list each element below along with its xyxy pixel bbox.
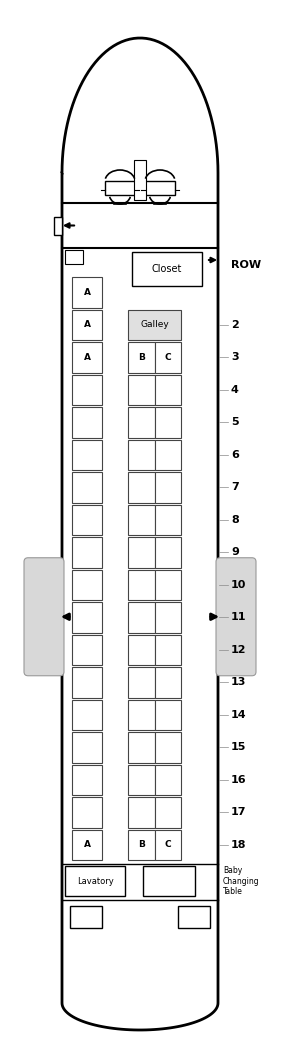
Bar <box>128 310 181 340</box>
Text: 3: 3 <box>231 352 238 362</box>
Bar <box>72 342 102 372</box>
Text: Lavatory: Lavatory <box>76 876 113 886</box>
Text: ROW: ROW <box>231 260 261 270</box>
Bar <box>154 797 181 827</box>
Text: 13: 13 <box>231 677 246 688</box>
Text: 5: 5 <box>231 417 238 427</box>
FancyBboxPatch shape <box>216 558 256 676</box>
Text: 9: 9 <box>231 547 239 558</box>
Text: B: B <box>138 352 145 362</box>
Bar <box>145 181 175 195</box>
Text: 2: 2 <box>231 320 239 330</box>
Text: Galley: Galley <box>140 321 169 329</box>
Text: A: A <box>83 321 91 329</box>
Bar <box>154 342 181 372</box>
Bar <box>72 407 102 438</box>
Bar <box>154 602 181 633</box>
Bar <box>128 602 154 633</box>
Bar <box>72 667 102 697</box>
Text: 18: 18 <box>231 840 247 850</box>
Bar <box>128 765 154 795</box>
Bar <box>72 569 102 600</box>
Bar <box>72 797 102 827</box>
Bar <box>72 602 102 633</box>
Bar <box>128 537 154 567</box>
Bar <box>72 277 102 308</box>
Bar <box>105 181 135 195</box>
Text: B: B <box>138 840 145 850</box>
Text: A: A <box>83 840 91 850</box>
Bar <box>72 829 102 860</box>
Text: 11: 11 <box>231 613 247 622</box>
Bar <box>178 906 210 928</box>
Bar <box>154 505 181 535</box>
Bar <box>128 829 154 860</box>
Bar <box>72 375 102 405</box>
Bar <box>72 439 102 470</box>
Bar <box>132 252 202 286</box>
Bar <box>72 732 102 763</box>
Bar <box>154 829 181 860</box>
Bar <box>154 667 181 697</box>
Text: 4: 4 <box>231 385 239 395</box>
Text: 15: 15 <box>231 743 246 752</box>
Bar <box>128 407 154 438</box>
Bar <box>128 342 154 372</box>
Bar <box>154 472 181 503</box>
Bar <box>128 667 154 697</box>
Text: A: A <box>83 288 91 296</box>
Bar <box>128 569 154 600</box>
Bar <box>154 732 181 763</box>
Text: 14: 14 <box>231 710 247 719</box>
Text: Closet: Closet <box>152 264 182 274</box>
Bar <box>154 407 181 438</box>
Text: C: C <box>164 840 171 850</box>
Text: 16: 16 <box>231 774 247 785</box>
Text: 8: 8 <box>231 515 239 525</box>
Bar <box>72 537 102 567</box>
Text: 17: 17 <box>231 807 247 817</box>
Bar <box>154 635 181 665</box>
Bar <box>65 867 125 896</box>
Bar <box>54 217 62 235</box>
Bar <box>72 765 102 795</box>
Bar <box>128 797 154 827</box>
Bar <box>154 537 181 567</box>
Polygon shape <box>62 38 218 1030</box>
Bar <box>65 250 83 264</box>
Bar <box>70 906 102 928</box>
Text: Baby
Changing
Table: Baby Changing Table <box>223 867 260 896</box>
Bar <box>128 699 154 730</box>
Bar <box>143 867 195 896</box>
Bar <box>128 732 154 763</box>
Bar <box>154 439 181 470</box>
Bar <box>72 635 102 665</box>
Bar <box>154 569 181 600</box>
Bar <box>72 310 102 340</box>
Bar <box>128 439 154 470</box>
Bar <box>72 699 102 730</box>
Bar <box>72 472 102 503</box>
Text: A: A <box>83 352 91 362</box>
Bar <box>128 635 154 665</box>
FancyBboxPatch shape <box>24 558 64 676</box>
Bar <box>154 375 181 405</box>
Bar <box>72 505 102 535</box>
Bar <box>128 375 154 405</box>
Bar <box>128 505 154 535</box>
Bar <box>128 472 154 503</box>
Bar <box>134 160 146 200</box>
Text: 12: 12 <box>231 644 247 655</box>
Bar <box>154 765 181 795</box>
Bar <box>154 699 181 730</box>
Text: C: C <box>164 352 171 362</box>
Text: 7: 7 <box>231 482 239 492</box>
Text: 10: 10 <box>231 580 246 589</box>
Text: 6: 6 <box>231 450 239 460</box>
